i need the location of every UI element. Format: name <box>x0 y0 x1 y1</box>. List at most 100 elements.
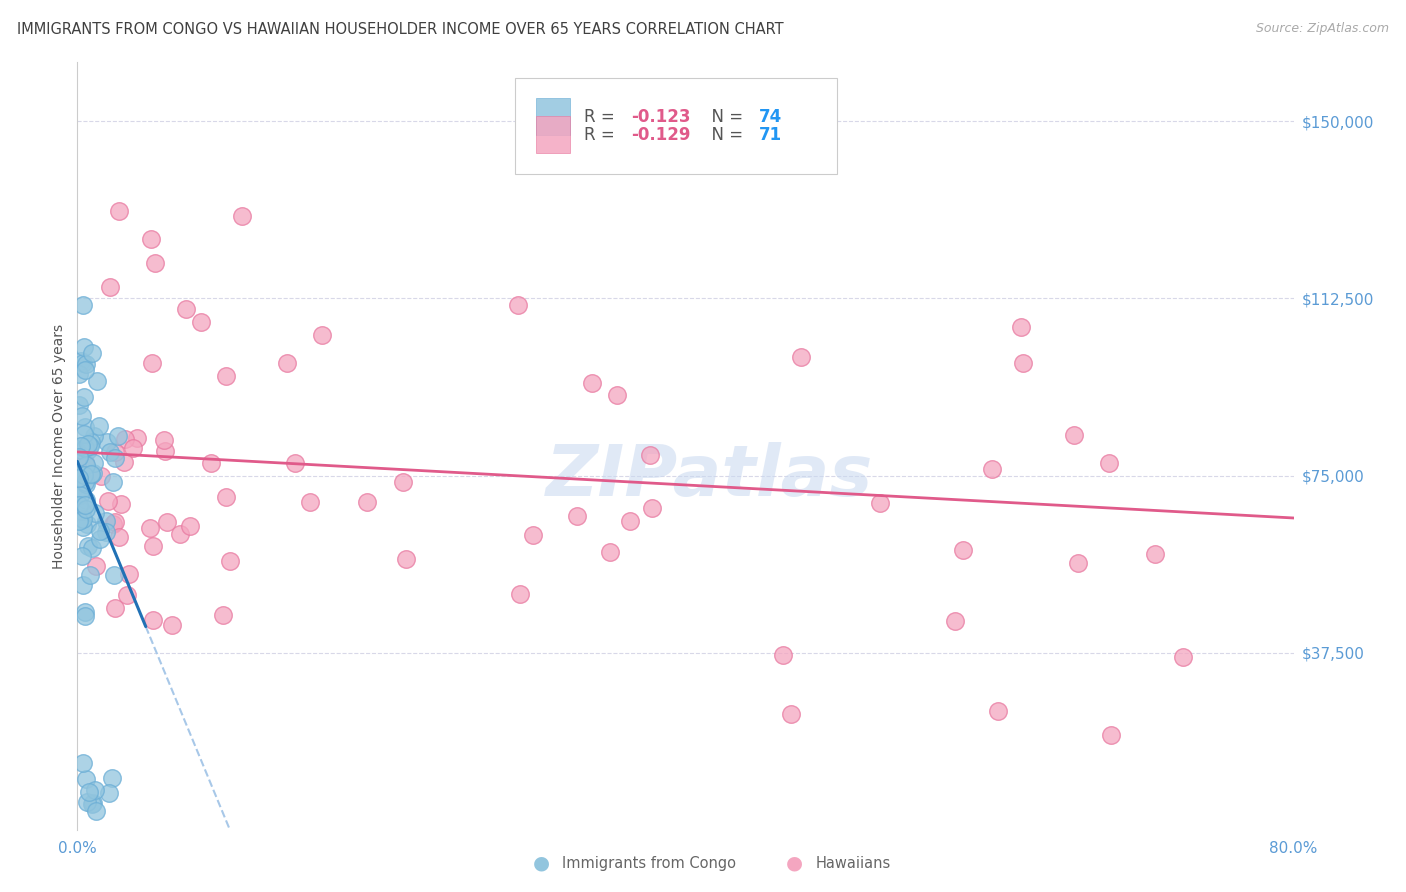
Point <box>104 515 127 529</box>
Point <box>311 328 333 343</box>
Point <box>118 567 141 582</box>
Point <box>82 796 104 810</box>
Point <box>75 475 97 490</box>
Point <box>1144 548 1167 562</box>
Point <box>142 613 165 627</box>
Point <box>139 232 162 246</box>
Point <box>101 516 124 531</box>
Point <box>219 553 242 567</box>
Point <box>94 525 117 540</box>
Point <box>67 368 90 382</box>
Point <box>79 439 101 453</box>
Point <box>76 539 98 553</box>
Point <box>200 456 222 470</box>
Point <box>83 457 105 471</box>
Point <box>80 541 103 556</box>
Point <box>114 432 136 446</box>
Point <box>83 429 105 443</box>
Point <box>952 542 974 557</box>
Point <box>79 785 101 799</box>
Point <box>96 435 118 450</box>
Point <box>86 374 108 388</box>
Point <box>107 429 129 443</box>
Point <box>112 455 135 469</box>
Point <box>72 756 94 771</box>
Point <box>153 433 176 447</box>
Point <box>606 388 628 402</box>
Point <box>70 439 93 453</box>
Point <box>82 467 104 481</box>
Point <box>943 614 966 628</box>
Point <box>356 495 378 509</box>
Point <box>190 315 212 329</box>
Point <box>169 527 191 541</box>
Point <box>565 508 588 523</box>
Point <box>84 783 107 797</box>
Point <box>96 514 118 528</box>
Point <box>599 545 621 559</box>
Point <box>143 256 166 270</box>
Point <box>73 419 96 434</box>
Text: ZIPatlas: ZIPatlas <box>546 442 873 511</box>
Point <box>97 493 120 508</box>
Point <box>231 209 253 223</box>
Point <box>101 475 124 490</box>
Point <box>640 500 662 515</box>
Point <box>72 512 94 526</box>
Point <box>75 499 97 513</box>
Point <box>77 442 100 457</box>
Text: Hawaiians: Hawaiians <box>815 856 891 871</box>
Point <box>98 786 121 800</box>
Point <box>69 440 91 454</box>
Point <box>779 707 801 722</box>
Point <box>89 532 111 546</box>
Point <box>981 462 1004 476</box>
Point <box>76 795 98 809</box>
Point <box>70 504 93 518</box>
Point <box>142 539 165 553</box>
Text: Source: ZipAtlas.com: Source: ZipAtlas.com <box>1256 22 1389 36</box>
Text: ●: ● <box>786 854 803 873</box>
Point <box>67 398 90 412</box>
Point <box>73 609 96 624</box>
Point <box>125 431 148 445</box>
Point <box>1098 456 1121 470</box>
Text: -0.123: -0.123 <box>631 108 690 126</box>
Point <box>160 618 183 632</box>
Point <box>508 298 530 312</box>
Point <box>75 493 97 508</box>
Point <box>110 496 132 510</box>
Text: Immigrants from Congo: Immigrants from Congo <box>562 856 737 871</box>
Point <box>69 488 91 502</box>
Point <box>69 482 91 496</box>
Point <box>73 427 96 442</box>
FancyBboxPatch shape <box>536 116 569 153</box>
Text: R =: R = <box>585 126 620 144</box>
Point <box>508 587 530 601</box>
Point <box>139 521 162 535</box>
Point <box>153 443 176 458</box>
Point <box>80 434 103 449</box>
Point <box>104 445 127 459</box>
Point <box>391 475 413 489</box>
Point <box>299 495 322 509</box>
Point <box>73 468 96 483</box>
Point <box>84 506 107 520</box>
Point <box>1063 428 1085 442</box>
Point <box>72 520 94 534</box>
Point <box>211 607 233 622</box>
Point <box>156 515 179 529</box>
Point <box>67 481 90 495</box>
Point <box>89 524 111 538</box>
Point <box>174 301 197 316</box>
Text: N =: N = <box>702 108 748 126</box>
Point <box>69 467 91 482</box>
Point <box>84 804 107 818</box>
Point <box>103 600 125 615</box>
Text: -0.129: -0.129 <box>631 126 690 144</box>
Text: 71: 71 <box>758 126 782 144</box>
Point <box>75 458 97 473</box>
Point <box>141 355 163 369</box>
Point <box>73 340 96 354</box>
Point <box>73 441 96 455</box>
